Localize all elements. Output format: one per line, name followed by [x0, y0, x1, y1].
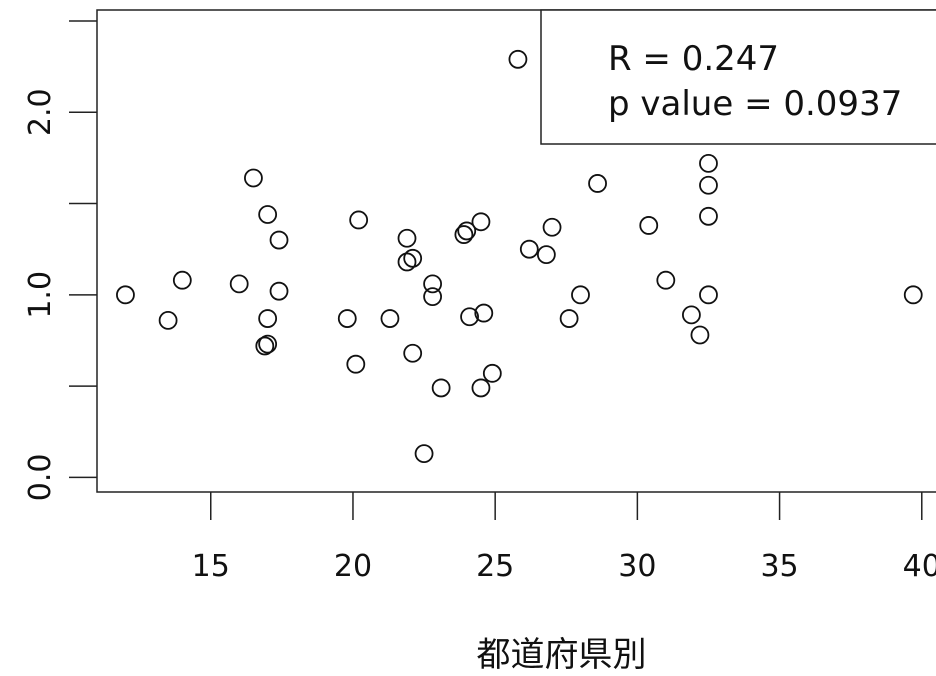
x-axis-title: 都道府県別 [477, 635, 647, 675]
y-tick-label: 0.0 [23, 454, 58, 502]
y-tick-label: 1.0 [23, 271, 58, 319]
data-point [699, 175, 718, 195]
data-point [337, 309, 357, 328]
data-point [158, 310, 178, 330]
data-point [699, 285, 718, 305]
data-point [269, 230, 289, 250]
data-point [571, 285, 590, 305]
data-point [699, 206, 718, 226]
data-point [414, 444, 434, 464]
data-point [903, 285, 923, 305]
data-point [397, 252, 417, 272]
data-point [454, 225, 474, 244]
data-point [588, 174, 607, 193]
data-point [431, 378, 451, 398]
data-point [423, 287, 443, 307]
data-point [380, 309, 400, 328]
data-point [559, 309, 579, 328]
data-point [116, 285, 135, 305]
data-point [349, 210, 369, 230]
legend-r-value: R = 0.247 [608, 39, 779, 79]
data-point [229, 274, 249, 294]
x-tick-label: 20 [334, 549, 372, 584]
data-point [682, 305, 701, 325]
x-tick-label: 40 [903, 549, 936, 584]
data-point [542, 217, 562, 237]
x-tick-label: 15 [192, 549, 230, 584]
data-point [699, 153, 718, 173]
data-point [474, 303, 494, 323]
x-tick-label: 30 [618, 549, 656, 584]
data-point [423, 274, 443, 294]
data-point [471, 378, 491, 398]
y-axis: 0.0 1.0 2.0 [23, 20, 97, 502]
data-point [690, 325, 710, 345]
y-tick-label: 2.0 [23, 88, 58, 136]
data-point [536, 245, 556, 265]
data-point [258, 334, 278, 354]
data-point [460, 307, 479, 327]
x-tick-label: 25 [476, 549, 514, 584]
data-point [403, 343, 423, 363]
data-point [656, 270, 676, 290]
data-point [269, 281, 289, 301]
x-axis: 15 20 25 30 35 40 [192, 492, 936, 584]
data-point [244, 168, 263, 188]
data-point [482, 363, 502, 383]
data-point [403, 248, 423, 268]
data-point [255, 336, 275, 356]
data-point [258, 309, 278, 328]
data-point [639, 216, 659, 235]
data-point [471, 212, 491, 232]
data-point [397, 228, 417, 248]
legend-box [540, 9, 936, 145]
x-tick-label: 35 [760, 549, 798, 584]
plot-border [96, 9, 936, 493]
data-point [519, 239, 539, 259]
plot-frame [96, 9, 936, 493]
data-points [116, 49, 923, 464]
legend-p-value: p value = 0.0937 [608, 84, 902, 124]
stats-legend: R = 0.247 p value = 0.0937 [540, 9, 936, 145]
data-point [258, 205, 278, 224]
data-point [172, 270, 192, 290]
data-point [508, 49, 528, 69]
data-point [457, 221, 477, 241]
data-point [346, 354, 366, 374]
